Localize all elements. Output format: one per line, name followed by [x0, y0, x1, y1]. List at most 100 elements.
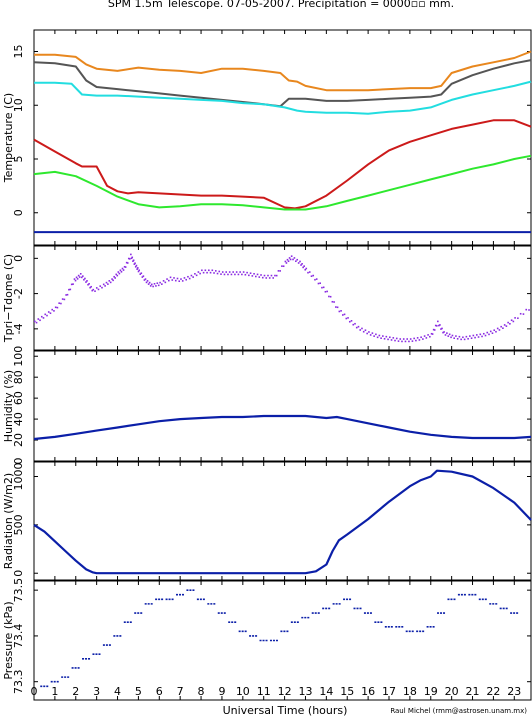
data-point [214, 270, 217, 272]
data-point [495, 330, 497, 333]
data-point [371, 332, 374, 334]
data-point [111, 278, 113, 280]
data-point [324, 290, 327, 293]
data-point [155, 285, 157, 287]
series-line-0 [33, 414, 532, 441]
data-point [235, 271, 238, 273]
data-point [463, 338, 466, 341]
data-point [156, 282, 159, 285]
data-point [500, 325, 502, 328]
x-tick-label: 20 [445, 685, 459, 698]
data-point [76, 278, 79, 280]
data-point [83, 278, 85, 281]
data-point [146, 280, 149, 282]
data-point [69, 288, 72, 291]
data-point [338, 310, 341, 313]
data-point [241, 273, 243, 276]
data-point [34, 320, 36, 323]
y-tick-label: -2 [12, 288, 25, 299]
data-point [94, 290, 96, 292]
y-axis-label: Pressure (kPa) [2, 601, 15, 679]
data-point [496, 327, 499, 330]
data-point [265, 277, 268, 279]
x-tick-label: 17 [382, 685, 396, 698]
data-point [107, 283, 109, 285]
data-point [484, 334, 487, 337]
data-point [455, 335, 457, 337]
data-point [234, 273, 236, 276]
data-point [118, 272, 121, 275]
data-point [260, 274, 262, 276]
data-point [221, 271, 224, 273]
data-point [519, 312, 522, 315]
data-point [105, 281, 108, 284]
data-point [248, 274, 250, 277]
data-point [272, 277, 275, 279]
data-point [308, 271, 311, 273]
data-point [435, 325, 438, 327]
data-point [450, 336, 452, 339]
data-point [169, 276, 172, 279]
series-line-3 [33, 119, 532, 210]
data-point [418, 339, 421, 341]
data-point [123, 265, 126, 268]
data-point [90, 285, 92, 288]
data-point [142, 275, 145, 277]
data-point [183, 277, 186, 279]
data-point [366, 332, 368, 335]
y-axis-label: Humidity (%) [2, 370, 15, 442]
data-point [288, 257, 291, 259]
data-point [228, 271, 231, 273]
x-tick-label: 22 [486, 685, 500, 698]
data-point [505, 325, 508, 327]
data-point [431, 333, 434, 335]
data-point [333, 301, 335, 303]
y-tick-label: 0 [12, 458, 25, 465]
data-point [397, 340, 400, 342]
data-point [528, 309, 530, 311]
data-point [342, 314, 344, 316]
data-point [287, 260, 290, 263]
data-point [373, 335, 375, 337]
data-point [277, 270, 280, 272]
data-point [113, 275, 115, 278]
data-point [72, 283, 74, 285]
data-point [244, 273, 247, 276]
data-point [486, 331, 489, 334]
data-point [474, 336, 476, 339]
data-point [489, 330, 492, 333]
x-axis-label: Universal Time (hours) [223, 704, 348, 717]
data-point [303, 265, 305, 267]
data-point [86, 280, 88, 282]
data-point [188, 277, 191, 280]
data-point [95, 287, 98, 289]
data-point [437, 320, 439, 323]
panel-frame [33, 245, 532, 351]
data-point [147, 283, 150, 285]
data-point [375, 333, 377, 336]
data-point [239, 271, 241, 273]
x-tick-label: 9 [218, 685, 225, 698]
x-tick-label: 12 [278, 685, 292, 698]
data-point [150, 283, 153, 286]
data-point [132, 259, 135, 262]
x-tick-label: 10 [236, 685, 250, 698]
data-point [246, 271, 248, 274]
data-point [390, 339, 393, 341]
data-point [140, 272, 143, 275]
data-point [133, 263, 136, 265]
x-tick-label: 5 [135, 685, 142, 698]
data-point [97, 288, 100, 291]
data-point [290, 255, 293, 257]
data-point [132, 260, 134, 263]
data-point [208, 269, 210, 272]
data-point [195, 274, 198, 277]
data-point [275, 274, 278, 277]
data-point [401, 340, 403, 343]
data-point [321, 286, 323, 289]
data-point [74, 279, 77, 282]
data-point [389, 336, 391, 339]
data-point [115, 273, 118, 276]
data-point [383, 337, 386, 340]
data-point [202, 271, 205, 274]
